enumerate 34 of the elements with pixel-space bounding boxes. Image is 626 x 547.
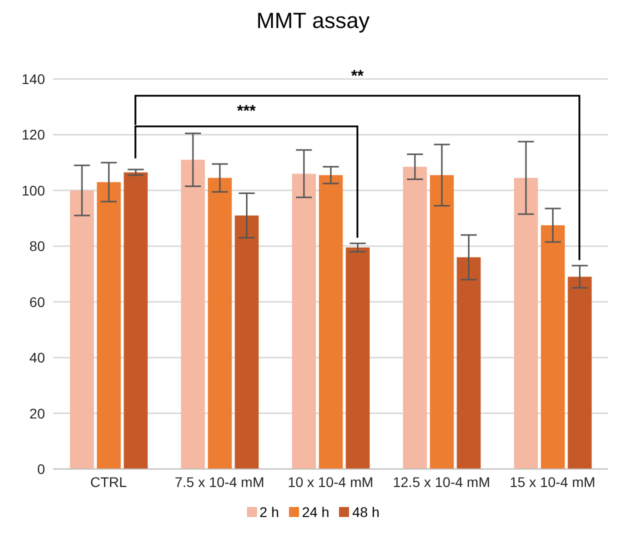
- y-tick-label: 120: [22, 126, 46, 143]
- bar: [346, 248, 370, 469]
- chart-title: MMT assay: [255, 8, 371, 34]
- bar: [208, 178, 232, 469]
- legend-label: 24 h: [302, 504, 330, 520]
- annotation: **: [351, 68, 364, 86]
- y-tick-label: 60: [29, 294, 46, 310]
- bar: [318, 175, 343, 469]
- y-tick-label: 80: [29, 238, 46, 254]
- y-tick-label: 0: [37, 460, 46, 477]
- x-tick-label: 12.5 x 10-4 mM: [392, 474, 490, 490]
- legend-label: 48 h: [352, 504, 380, 520]
- bar: [568, 276, 592, 469]
- bar: [96, 182, 121, 469]
- bar: [234, 216, 259, 469]
- x-tick-label: 7.5 x 10-4 mM: [174, 474, 264, 490]
- bar: [430, 175, 454, 469]
- bar: [403, 166, 427, 469]
- bar: [292, 174, 316, 469]
- bar: [540, 225, 565, 469]
- y-tick-label: 100: [22, 182, 46, 198]
- bar: [514, 178, 538, 469]
- y-tick-label: 40: [29, 350, 46, 366]
- y-tick-label: 140: [22, 70, 46, 87]
- x-tick-label: 15 x 10-4 mM: [510, 474, 596, 490]
- y-tick-label: 20: [29, 405, 46, 422]
- bar: [70, 190, 94, 469]
- annotation: ***: [237, 103, 257, 120]
- bar: [124, 172, 148, 469]
- bar: [456, 257, 481, 469]
- legend-label: 2 h: [260, 504, 279, 520]
- x-tick-label: CTRL: [90, 474, 127, 490]
- x-tick-label: 10 x 10-4 mM: [288, 474, 374, 490]
- bar: [181, 160, 205, 469]
